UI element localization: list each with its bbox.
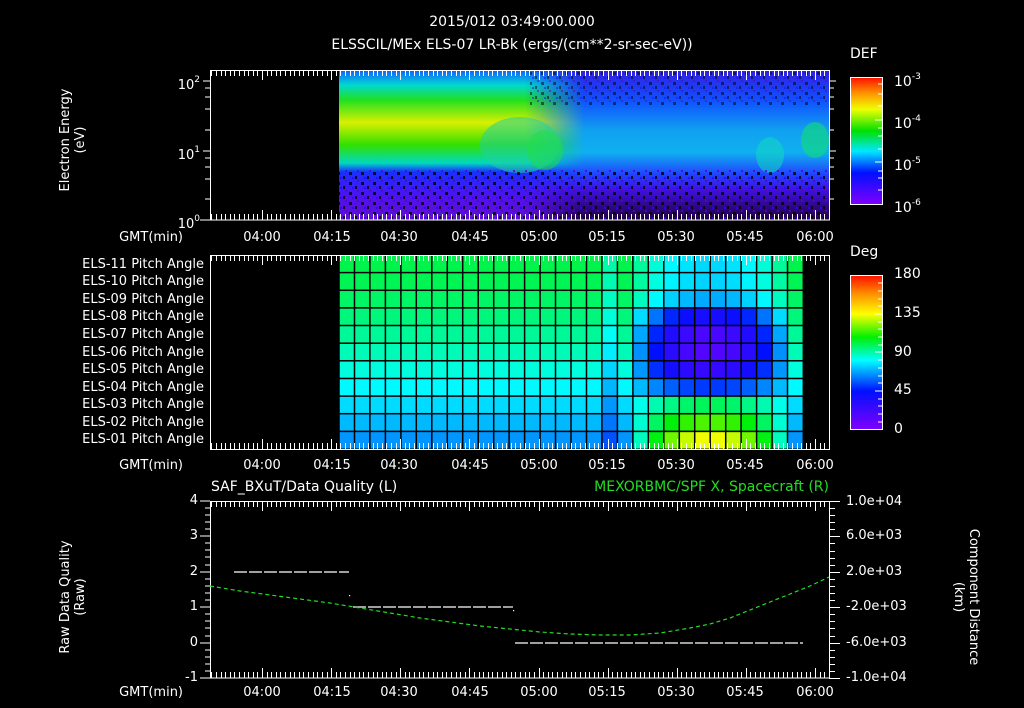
dq-tick: 1 (189, 599, 198, 614)
time-axis-label: GMT(min) (119, 685, 183, 700)
deg-colorbar-label: Deg (850, 244, 879, 260)
def-colorbar-label: DEF (850, 46, 878, 62)
dist-tick: 2.0e+03 (846, 564, 903, 579)
deg-tick-135: 135 (894, 305, 921, 321)
row-label: ELS-11 Pitch Angle (82, 257, 204, 272)
def-tick-1e-3: 10-3 (894, 72, 921, 90)
dist-tick: -6.0e+03 (846, 635, 907, 650)
row-label: ELS-01 Pitch Angle (82, 432, 204, 447)
dist-tick: -1.0e+04 (846, 670, 907, 685)
row-label: ELS-07 Pitch Angle (82, 327, 204, 342)
row-label: ELS-04 Pitch Angle (82, 380, 204, 395)
def-tick-1e-4: 10-4 (894, 114, 921, 132)
energy-tick-10: 101 (177, 145, 200, 163)
row-label: ELS-02 Pitch Angle (82, 415, 204, 430)
row-label: ELS-06 Pitch Angle (82, 345, 204, 360)
dq-tick: -1 (185, 670, 198, 685)
time-axis-label: GMT(min) (119, 458, 183, 473)
row-label: ELS-05 Pitch Angle (82, 362, 204, 377)
plot-title: ELSSCIL/MEx ELS-07 LR-Bk (ergs/(cm**2-sr… (331, 37, 693, 53)
energy-tick-1: 100 (177, 214, 200, 232)
dq-tick: 2 (189, 564, 198, 579)
spf-x-title: MEXORBMC/SPF X, Spacecraft (R) (594, 479, 829, 495)
dq-tick: 4 (189, 493, 198, 508)
spf-x-series (209, 576, 830, 636)
plot-timestamp: 2015/012 03:49:00.000 (429, 14, 595, 30)
deg-tick-180: 180 (894, 266, 921, 282)
row-label: ELS-10 Pitch Angle (82, 274, 204, 289)
data-quality-title: SAF_BXuT/Data Quality (L) (211, 479, 398, 495)
deg-tick-90: 90 (894, 344, 912, 360)
deg-tick-0: 0 (894, 421, 903, 437)
dq-tick: 0 (189, 635, 198, 650)
deg-tick-45: 45 (894, 382, 912, 398)
row-label: ELS-03 Pitch Angle (82, 397, 204, 412)
distance-axis-label: Component Distance (km) (951, 528, 981, 666)
def-tick-1e-6: 10-6 (894, 198, 921, 216)
row-label: ELS-08 Pitch Angle (82, 309, 204, 324)
dist-tick: -2.0e+03 (846, 599, 907, 614)
data-quality-series (234, 571, 803, 644)
dq-tick: 3 (189, 528, 198, 543)
def-tick-1e-5: 10-5 (894, 156, 921, 174)
dist-tick: 1.0e+04 (846, 494, 903, 509)
energy-tick-100: 102 (177, 75, 200, 93)
data-quality-axis-label: Raw Data Quality (Raw) (58, 540, 88, 654)
time-axis-label: GMT(min) (119, 230, 183, 245)
dist-tick: 6.0e+03 (846, 528, 903, 543)
row-label: ELS-09 Pitch Angle (82, 292, 204, 307)
